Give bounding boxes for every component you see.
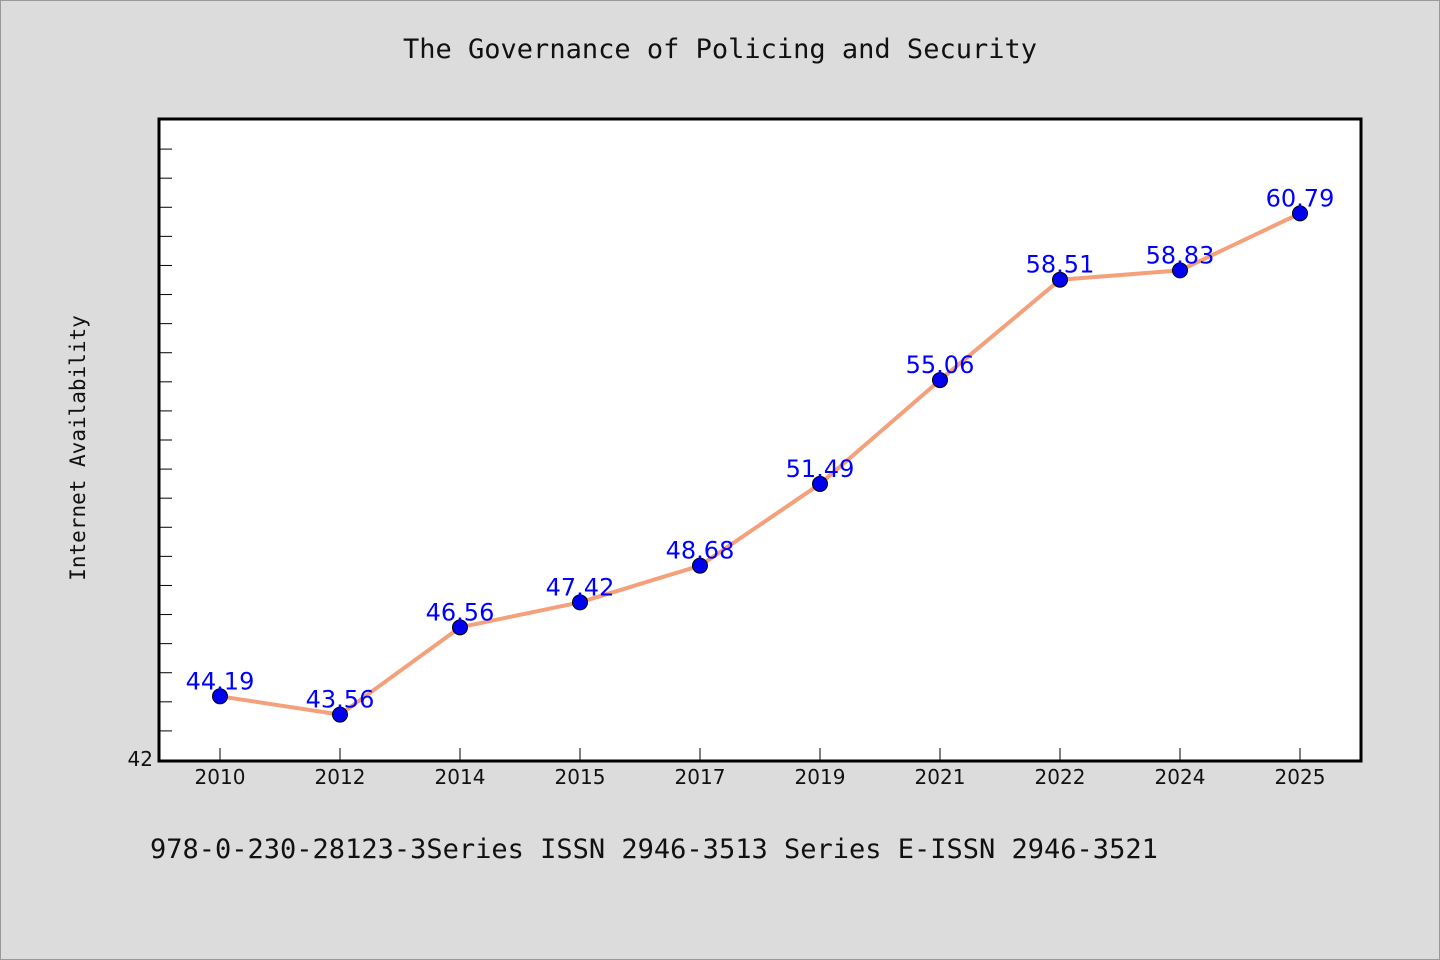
- x-tick-label: 2024: [1155, 765, 1206, 789]
- data-label: 55.06: [906, 351, 975, 379]
- series-data-labels: 44.19 43.56 46.56 47.42 48.68 51.49 55.06 58.51…: [186, 184, 1335, 713]
- y-tick-label: 42: [128, 747, 153, 771]
- data-label: 58.51: [1026, 251, 1095, 279]
- x-tick-label: 2015: [555, 765, 606, 789]
- plot-area: [157, 117, 1363, 763]
- data-point: [212, 688, 228, 705]
- data-point: [1292, 205, 1308, 222]
- x-tick-label: 2017: [675, 765, 726, 789]
- isbn-issn-footer: 978-0-230-28123-3Series ISSN 2946-3513 S…: [150, 834, 1158, 865]
- data-point: [812, 475, 828, 492]
- chart-title: The Governance of Policing and Security: [403, 34, 1037, 65]
- series-markers: [212, 205, 1308, 723]
- series-line-group: [219, 211, 1301, 717]
- x-tick-label: 2019: [795, 765, 846, 789]
- data-point: [932, 372, 948, 389]
- data-point: [572, 594, 588, 611]
- x-tick-label: 2025: [1275, 765, 1326, 789]
- data-point: [452, 619, 468, 636]
- data-label: 58.83: [1146, 241, 1215, 269]
- data-label: 43.56: [306, 686, 375, 714]
- data-label: 46.56: [426, 598, 495, 626]
- x-tick-label: 2012: [315, 765, 366, 789]
- data-label: 44.19: [186, 667, 255, 695]
- data-label: 47.42: [546, 573, 615, 601]
- y-axis-tick-labels: 42: [128, 747, 153, 771]
- data-point: [1052, 271, 1068, 288]
- data-point: [332, 706, 348, 723]
- x-tick-label: 2021: [915, 765, 966, 789]
- x-axis-ticks: [219, 748, 1301, 760]
- data-label: 60.79: [1266, 184, 1335, 212]
- x-tick-label: 2022: [1035, 765, 1086, 789]
- data-label: 48.68: [666, 537, 735, 565]
- x-tick-label: 2010: [195, 765, 246, 789]
- data-label: 51.49: [786, 455, 855, 483]
- y-axis-ticks: [160, 119, 172, 761]
- x-tick-label: 2014: [435, 765, 486, 789]
- data-point: [1172, 262, 1188, 279]
- series-line: [219, 211, 1301, 717]
- data-point: [692, 557, 708, 574]
- x-axis-tick-labels: 2010 2012 2014 2015 2017 2019 2021 2022 2024 2025: [195, 765, 1326, 789]
